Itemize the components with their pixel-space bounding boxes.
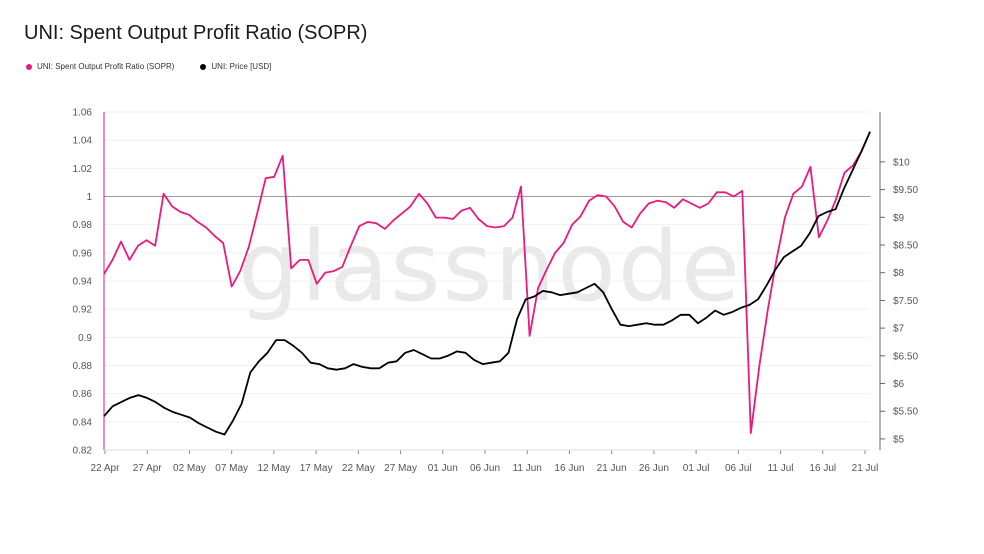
right-tick-label: $9 bbox=[893, 213, 905, 224]
left-axis: 0.82 0.84 0.86 0.88 0.9 0.92 0.94 0.96 0.98 1 1.02… bbox=[73, 108, 105, 457]
x-tick-label: 17 May bbox=[300, 463, 333, 474]
left-tick-label: 0.86 bbox=[73, 389, 93, 400]
x-tick-label: 01 Jul bbox=[683, 463, 710, 474]
left-tick-label: 1 bbox=[86, 192, 92, 203]
x-tick-label: 11 Jun bbox=[513, 463, 542, 474]
left-tick-label: 0.9 bbox=[78, 333, 92, 344]
x-tick-label: 12 May bbox=[257, 463, 290, 474]
left-tick-label: 0.96 bbox=[73, 248, 93, 259]
right-tick-label: $8.50 bbox=[893, 240, 918, 251]
legend-price-dot-icon bbox=[200, 63, 207, 70]
x-tick-label: 07 May bbox=[215, 463, 248, 474]
price-series-line bbox=[103, 131, 871, 436]
left-tick-label: 1.06 bbox=[73, 108, 93, 119]
x-tick-label: 06 Jul bbox=[725, 463, 752, 474]
x-tick-label: 06 Jun bbox=[470, 463, 500, 474]
left-tick-label: 0.98 bbox=[73, 220, 93, 231]
legend-sopr-label: UNI: Spent Output Profit Ratio (SOPR) bbox=[37, 62, 175, 71]
right-tick-label: $5.50 bbox=[893, 407, 918, 418]
left-tick-label: 0.84 bbox=[73, 417, 93, 428]
x-tick-label: 22 Apr bbox=[91, 463, 121, 474]
legend-item-sopr[interactable]: UNI: Spent Output Profit Ratio (SOPR) bbox=[26, 62, 174, 71]
right-tick-label: $6 bbox=[893, 379, 905, 390]
x-tick-label: 27 Apr bbox=[133, 463, 163, 474]
right-tick-label: $9.50 bbox=[893, 185, 918, 196]
x-axis: 22 Apr 27 Apr 02 May 07 May 12 May 17 May 22 M… bbox=[91, 449, 879, 474]
right-axis: $5 $5.50 $6 $6.50 $7 $7.50 $8 $8.50 $9 $9.50 $10 bbox=[879, 112, 918, 450]
x-tick-label: 16 Jun bbox=[554, 463, 584, 474]
legend: UNI: Spent Output Profit Ratio (SOPR) UN… bbox=[26, 62, 271, 71]
x-tick-label: 01 Jun bbox=[428, 463, 458, 474]
left-tick-label: 0.94 bbox=[73, 277, 93, 288]
x-tick-label: 11 Jul bbox=[768, 463, 794, 474]
right-tick-label: $6.50 bbox=[893, 351, 918, 362]
legend-price-label: UNI: Price [USD] bbox=[211, 62, 272, 71]
right-tick-label: $5 bbox=[893, 434, 905, 445]
chart-title: UNI: Spent Output Profit Ratio (SOPR) bbox=[24, 22, 368, 44]
left-tick-label: 1.02 bbox=[73, 164, 93, 175]
x-tick-label: 27 May bbox=[384, 463, 417, 474]
left-tick-label: 0.82 bbox=[73, 446, 93, 457]
watermark: glassnode bbox=[238, 211, 742, 323]
x-tick-label: 21 Jun bbox=[597, 463, 627, 474]
right-tick-label: $7 bbox=[893, 324, 905, 335]
sopr-series-line bbox=[103, 131, 871, 435]
x-tick-label: 16 Jul bbox=[809, 463, 836, 474]
legend-sopr-dot-icon bbox=[26, 63, 32, 70]
x-tick-label: 02 May bbox=[173, 463, 206, 474]
left-tick-label: 1.04 bbox=[73, 136, 93, 147]
left-tick-label: 0.92 bbox=[73, 305, 93, 316]
right-tick-label: $8 bbox=[893, 268, 905, 279]
x-tick-label: 22 May bbox=[342, 463, 375, 474]
x-tick-label: 21 Jul bbox=[852, 463, 879, 474]
right-tick-label: $7.50 bbox=[893, 296, 918, 307]
left-tick-label: 0.88 bbox=[73, 361, 93, 372]
x-tick-label: 26 Jun bbox=[639, 463, 669, 474]
series-layer bbox=[103, 131, 871, 436]
right-tick-label: $10 bbox=[893, 157, 910, 168]
legend-item-price[interactable]: UNI: Price [USD] bbox=[200, 62, 271, 71]
